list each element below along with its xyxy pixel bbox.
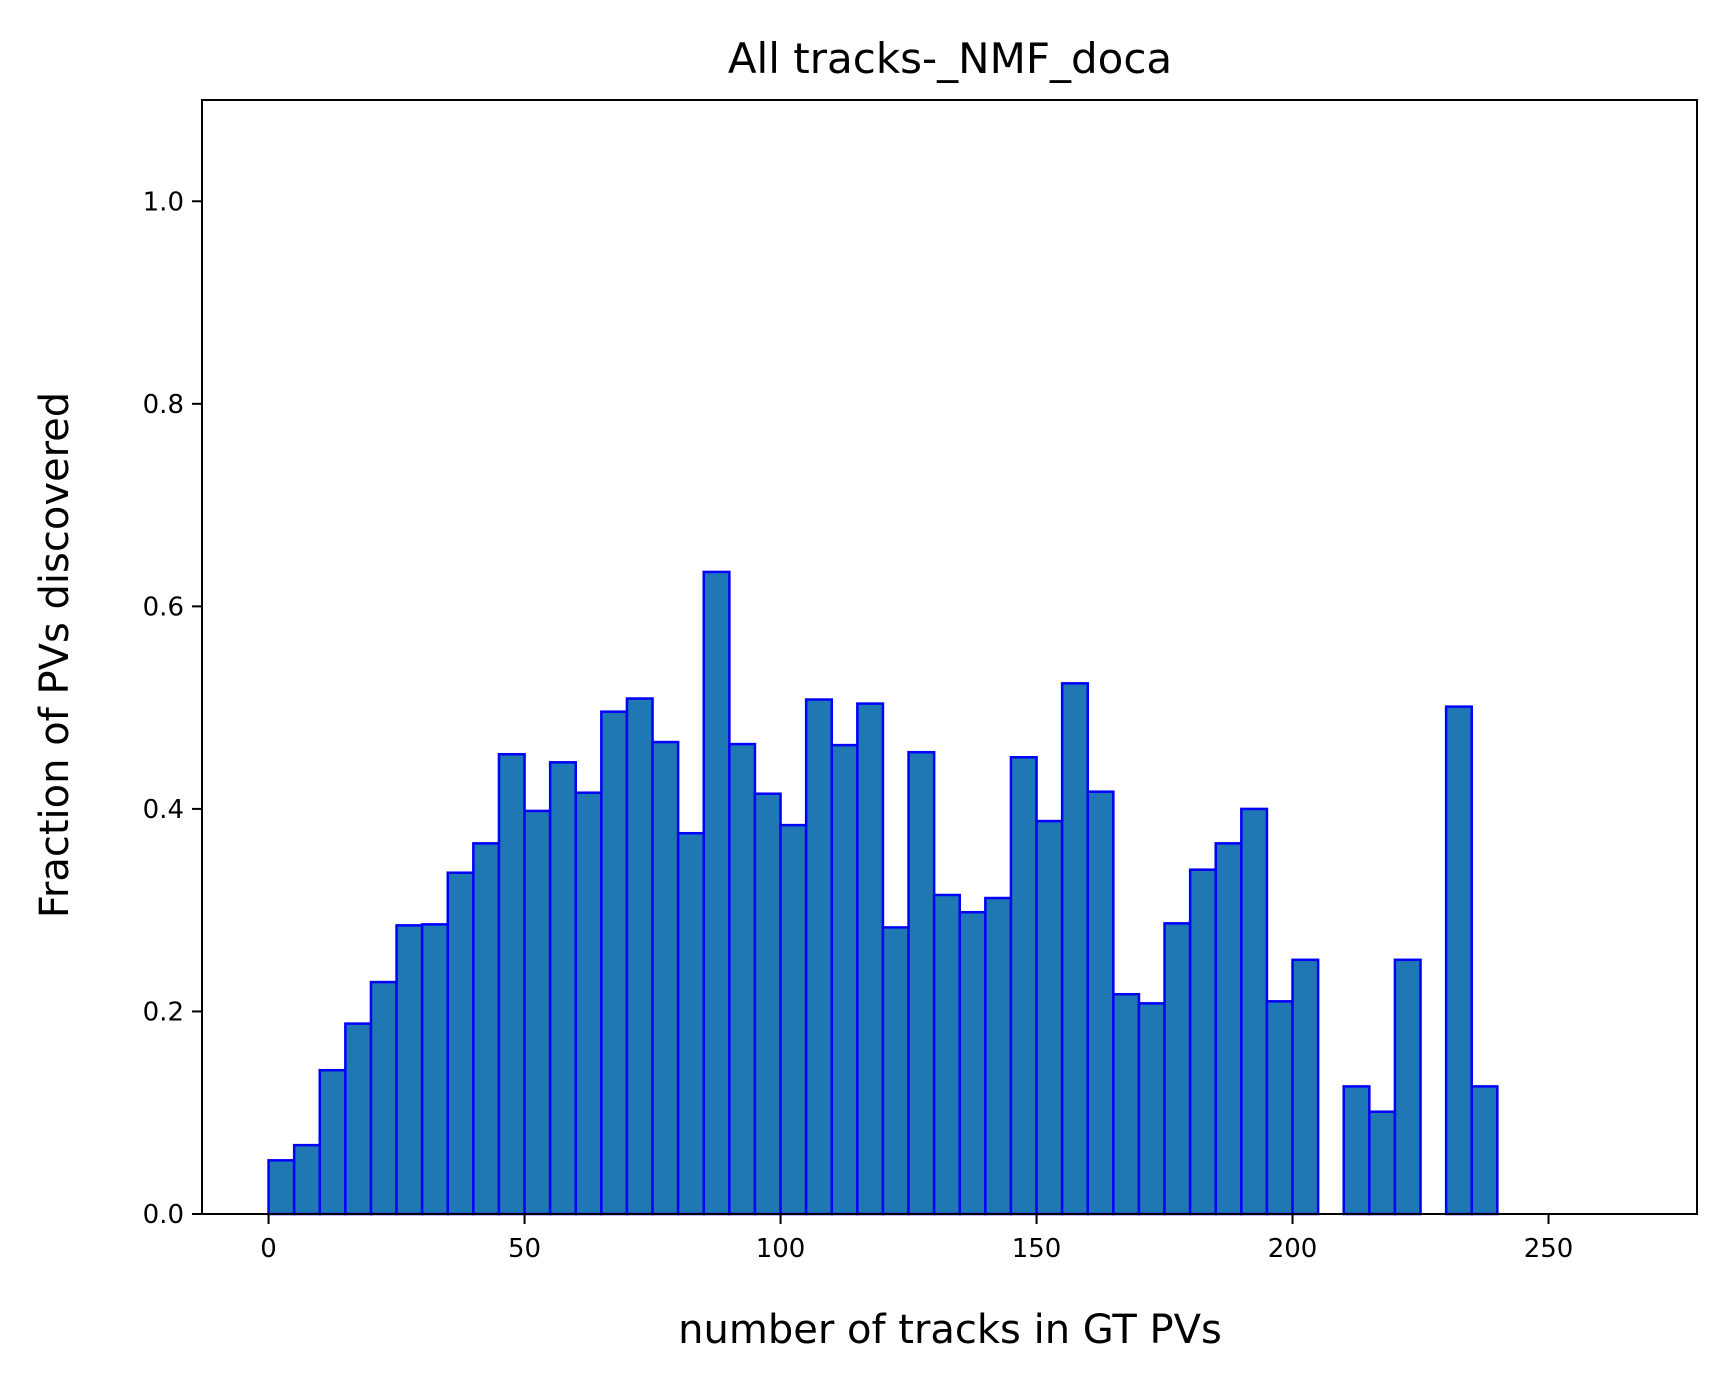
y-tick-label: 1.0 [143,187,184,217]
histogram-bar [702,570,731,1216]
histogram-bar [1444,705,1473,1216]
histogram-bar [856,702,885,1216]
histogram-bar [267,1159,296,1216]
histogram-bar [728,742,757,1216]
histogram-bar [548,761,578,1216]
x-axis-label: number of tracks in GT PVs [678,1307,1222,1353]
histogram-bar [1035,819,1064,1216]
histogram-bar [1342,1085,1371,1216]
histogram-bar [1214,842,1243,1216]
histogram-bar [344,1022,373,1216]
histogram-bar [292,1143,322,1216]
x-tick-label: 0 [260,1234,277,1264]
histogram-bar [1112,992,1141,1216]
histogram-bar [369,980,398,1216]
histogram-bar [420,923,450,1216]
histogram-bar [779,823,808,1216]
histogram-bar [523,809,552,1216]
bars-group [267,570,1499,1216]
x-tick-label: 50 [508,1234,541,1264]
y-tick-label: 0.8 [143,390,184,420]
axes-frame [201,99,1698,1215]
histogram-bar [804,698,833,1216]
histogram-bar [907,750,936,1216]
histogram-bar [1009,756,1038,1216]
histogram-bar [881,926,910,1216]
histogram-bar [676,831,705,1216]
x-axis-ticks: 0 50 100 150 200 250 [260,1214,1573,1264]
histogram-bar [472,842,501,1216]
histogram-bar [1470,1085,1499,1216]
x-tick-label: 150 [1012,1234,1062,1264]
x-tick-label: 100 [756,1234,806,1264]
histogram-bar [1368,1110,1397,1216]
histogram-bar [1240,807,1269,1216]
histogram-bar [1163,922,1192,1216]
histogram-bar [318,1068,347,1216]
y-tick-label: 0.6 [143,592,184,622]
y-axis-ticks: 0.0 0.2 0.4 0.6 0.8 1.0 [143,187,202,1230]
histogram-bar [625,697,654,1216]
y-tick-label: 0.4 [143,795,184,825]
histogram-bar [1291,958,1320,1216]
histogram-bar [600,710,629,1216]
chart-title: All tracks-_NMF_doca [728,34,1172,83]
histogram-bar [830,743,859,1216]
histogram-bar [1188,868,1217,1216]
y-axis-label: Fraction of PVs discovered [32,392,78,918]
histogram-bar [574,791,603,1216]
histogram-bar [932,893,961,1216]
histogram-bar [651,740,680,1216]
y-tick-label: 0.2 [143,997,184,1027]
histogram-bar [1265,1000,1294,1216]
histogram-bar [753,792,782,1216]
histogram-bar [958,910,987,1216]
histogram-bar [1137,1002,1166,1216]
x-tick-label: 200 [1268,1234,1318,1264]
y-tick-label: 0.0 [143,1200,184,1230]
x-tick-label: 250 [1524,1234,1574,1264]
histogram-bar [395,924,424,1216]
histogram-bar [1393,958,1422,1216]
histogram-bar [1060,682,1089,1216]
histogram-bar [1086,790,1115,1216]
histogram-bar [446,871,475,1216]
histogram-bar [984,896,1013,1216]
histogram-bar [497,752,526,1216]
